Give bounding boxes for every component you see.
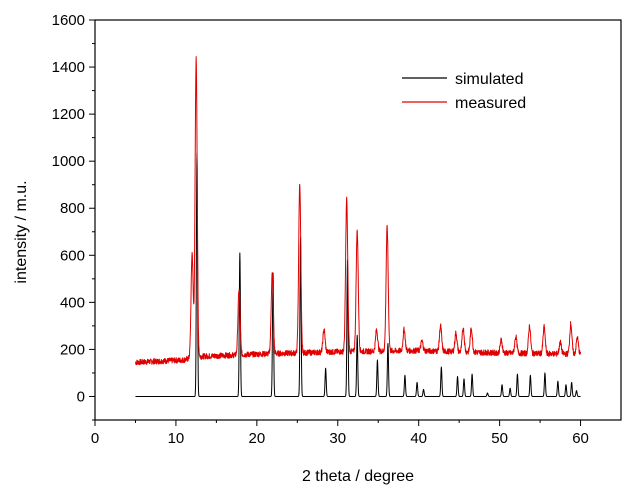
- y-tick-label: 0: [77, 388, 85, 405]
- series-line-simulated: [135, 152, 581, 397]
- y-tick-label: 1200: [52, 106, 85, 123]
- y-tick-label: 800: [60, 200, 85, 217]
- y-tick-label: 600: [60, 247, 85, 264]
- x-tick-label: 40: [410, 430, 427, 447]
- series-layer: [135, 56, 582, 397]
- y-axis-title: intensity / m.u.: [13, 180, 30, 283]
- y-tick-label: 400: [60, 294, 85, 311]
- legend-label-simulated: simulated: [455, 71, 523, 88]
- y-tick-label: 200: [60, 341, 85, 358]
- x-tick-label: 30: [329, 430, 346, 447]
- axes: 0 10 20 30 40 50 60020040060080010001200140016…: [52, 12, 589, 447]
- legend-label-measured: measured: [455, 95, 526, 112]
- series-line-measured: [135, 56, 582, 366]
- x-tick-label: 60: [572, 430, 589, 447]
- y-tick-label: 1600: [52, 12, 85, 29]
- x-tick-label: 50: [491, 430, 508, 447]
- x-tick-label: 0: [91, 430, 99, 447]
- x-tick-label: 10: [168, 430, 185, 447]
- y-tick-label: 1000: [52, 153, 85, 170]
- x-axis-title: 2 theta / degree: [302, 468, 414, 485]
- x-tick-label: 20: [249, 430, 266, 447]
- y-tick-label: 1400: [52, 59, 85, 76]
- plot-area: [94, 19, 622, 421]
- plot-border: [94, 19, 622, 421]
- legend: simulated measured: [402, 71, 526, 112]
